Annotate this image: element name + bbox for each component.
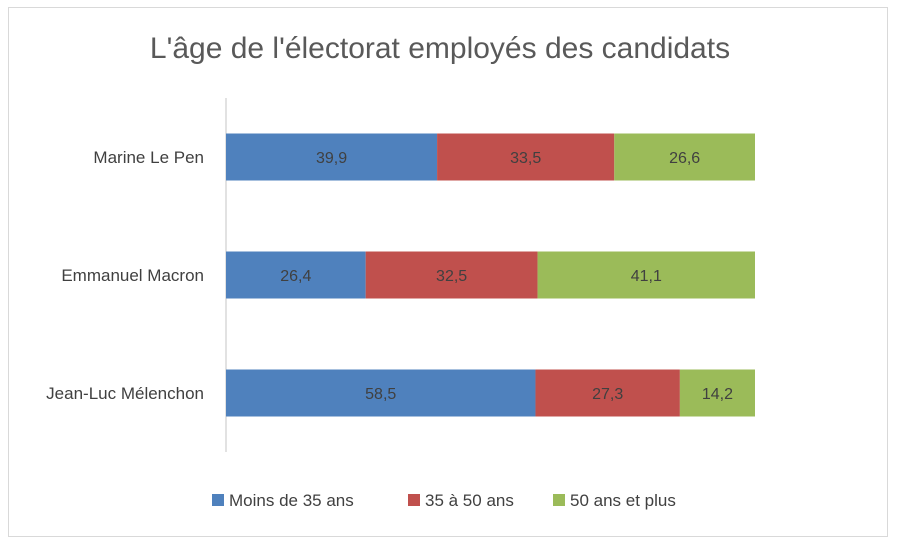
data-label-marine-le-pen-35-a-50-ans: 33,5: [510, 150, 541, 167]
legend-swatch-35-a-50-ans: [408, 494, 420, 506]
legend: Moins de 35 ans 35 à 50 ans 50 ans et plus: [212, 491, 676, 510]
legend-label-50-ans-et-plus: 50 ans et plus: [570, 491, 676, 510]
bar-marine-le-pen-35-a-50-ans: [437, 133, 615, 181]
data-label-emmanuel-macron-35-a-50-ans: 32,5: [436, 268, 467, 285]
bar-marine-le-pen-50-ans-et-plus: [614, 133, 755, 181]
legend-swatch-50-ans-et-plus: [553, 494, 565, 506]
data-label-jean-luc-melenchon-35-a-50-ans: 27,3: [592, 386, 623, 403]
category-label-jean-luc-melenchon: Jean-Luc Mélenchon: [46, 384, 204, 403]
data-label-emmanuel-macron-moins-de-35-ans: 26,4: [280, 268, 311, 285]
data-label-jean-luc-melenchon-moins-de-35-ans: 58,5: [365, 386, 396, 403]
legend-swatch-moins-de-35-ans: [212, 494, 224, 506]
legend-label-moins-de-35-ans: Moins de 35 ans: [229, 491, 354, 510]
bar-jean-luc-melenchon-35-a-50-ans: [535, 369, 680, 417]
data-label-marine-le-pen-moins-de-35-ans: 39,9: [316, 150, 347, 167]
bar-jean-luc-melenchon-50-ans-et-plus: [679, 369, 755, 417]
legend-label-35-a-50-ans: 35 à 50 ans: [425, 491, 514, 510]
category-label-marine-le-pen: Marine Le Pen: [93, 148, 204, 167]
data-label-marine-le-pen-50-ans-et-plus: 26,6: [669, 150, 700, 167]
bar-emmanuel-macron-moins-de-35-ans: [226, 251, 366, 299]
bars-group: Marine Le Pen 39,9 33,5 26,6 Emmanuel Macron…: [46, 133, 755, 417]
bar-jean-luc-melenchon-moins-de-35-ans: [226, 369, 536, 417]
bar-emmanuel-macron-50-ans-et-plus: [537, 251, 755, 299]
bar-marine-le-pen-moins-de-35-ans: [226, 133, 438, 181]
chart-title: L'âge de l'électorat employés des candid…: [150, 32, 730, 65]
bar-emmanuel-macron-35-a-50-ans: [365, 251, 538, 299]
data-label-emmanuel-macron-50-ans-et-plus: 41,1: [631, 268, 662, 285]
data-label-jean-luc-melenchon-50-ans-et-plus: 14,2: [702, 386, 733, 403]
category-label-emmanuel-macron: Emmanuel Macron: [61, 266, 204, 285]
